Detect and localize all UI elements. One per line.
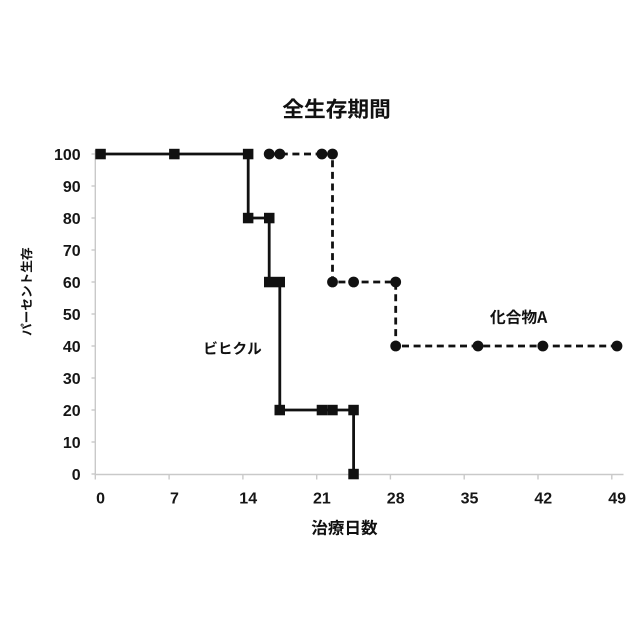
svg-text:80: 80 <box>63 211 81 228</box>
svg-text:49: 49 <box>608 491 626 508</box>
svg-text:28: 28 <box>387 491 405 508</box>
svg-text:70: 70 <box>63 243 81 260</box>
svg-text:90: 90 <box>63 179 81 196</box>
svg-text:35: 35 <box>461 491 479 508</box>
svg-text:0: 0 <box>96 491 105 508</box>
svg-text:10: 10 <box>63 435 81 452</box>
svg-text:14: 14 <box>239 491 257 508</box>
svg-text:20: 20 <box>63 403 81 420</box>
svg-text:42: 42 <box>534 491 552 508</box>
svg-text:100: 100 <box>54 147 81 164</box>
svg-text:60: 60 <box>63 275 81 292</box>
svg-text:40: 40 <box>63 339 81 356</box>
svg-text:30: 30 <box>63 371 81 388</box>
svg-text:7: 7 <box>170 491 179 508</box>
svg-text:0: 0 <box>72 467 81 484</box>
svg-text:50: 50 <box>63 307 81 324</box>
svg-text:21: 21 <box>313 491 331 508</box>
